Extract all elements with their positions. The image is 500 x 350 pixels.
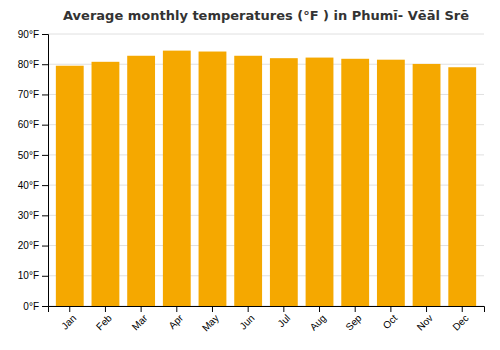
y-tick-label: 10°F [18,270,39,281]
x-axis-line [49,307,485,313]
y-tick-label: 60°F [18,119,39,130]
x-tick-mark [390,306,391,312]
x-tick: Nov [415,306,435,333]
y-tick: 0°F [23,301,48,312]
y-tick-label: 30°F [18,210,39,221]
bar [270,58,298,306]
x-tick: Aug [308,306,328,333]
y-tick-mark [42,34,48,35]
y-tick-label: 80°F [18,59,39,70]
x-tick-label: Jul [275,312,292,329]
y-tick: 90°F [18,29,48,40]
y-tick-label: 90°F [18,29,39,40]
x-tick-mark [248,306,249,312]
x-tick-label: Dec [450,312,470,332]
y-tick-label: 0°F [23,301,39,312]
plot-area: Jan Feb Mar Apr May Jun Jul Aug Sep Oct Nov Dec 0°F 1… [18,29,485,334]
x-tick: Sep [343,306,364,333]
x-tick: Jun [237,306,256,332]
bar [234,56,262,306]
x-tick-mark [105,306,106,312]
y-tick-label: 50°F [18,150,39,161]
y-tick: 40°F [18,180,48,191]
x-tick-label: Nov [415,312,435,332]
x-tick: Feb [94,306,114,332]
x-tick-label: Jan [59,312,78,331]
bars [56,51,476,306]
y-tick: 20°F [18,240,48,251]
y-tick-mark [42,64,48,65]
x-tick-mark [212,306,213,312]
bar [163,51,191,306]
x-tick-label: Apr [167,312,186,331]
bar [199,52,227,306]
title: Average monthly temperatures (°F ) in Ph… [63,8,469,23]
y-tick-label: 20°F [18,240,39,251]
y-tick: 60°F [18,119,48,130]
x-axis: Jan Feb Mar Apr May Jun Jul Aug Sep Oct Nov Dec [49,306,485,334]
x-tick-mark [462,306,463,312]
x-tick: Dec [450,306,470,333]
x-tick-label: Sep [343,312,364,333]
bar [127,56,155,306]
x-tick-mark [355,306,356,312]
y-axis-line [42,35,49,307]
x-tick: Mar [130,306,150,332]
bar [413,64,441,306]
y-tick: 50°F [18,150,48,161]
x-tick-label: May [200,312,221,333]
chart-svg: Jan Feb Mar Apr May Jun Jul Aug Sep Oct Nov Dec 0°F 1… [0,0,500,350]
y-tick-mark [42,94,48,95]
x-tick-label: Feb [94,312,114,332]
bar [306,58,334,306]
x-tick: May [200,306,221,334]
y-axis: 0°F 10°F 20°F 30°F 40°F 50°F 60°F 70°F 80°F 90°F [18,29,49,312]
y-tick-mark [42,125,48,126]
x-tick-label: Aug [308,312,328,332]
x-tick-mark [69,306,70,312]
y-tick-mark [42,306,48,307]
x-tick: Jan [59,306,78,332]
x-tick: Apr [167,306,186,331]
y-tick-label: 40°F [18,180,39,191]
y-tick-mark [42,215,48,216]
y-tick: 80°F [18,59,48,70]
x-tick-mark [283,306,284,312]
y-tick: 70°F [18,89,48,100]
grid [48,34,484,306]
x-tick-mark [141,306,142,312]
y-tick-mark [42,246,48,247]
bar [377,60,405,306]
y-tick: 30°F [18,210,48,221]
y-tick-label: 70°F [18,89,39,100]
x-tick-mark [319,306,320,312]
x-tick: Jul [275,306,292,329]
x-tick-label: Mar [130,312,150,332]
bar [341,59,369,306]
x-tick-mark [176,306,177,312]
x-tick-mark [426,306,427,312]
grid-line [48,34,484,35]
y-tick: 10°F [18,270,48,281]
y-tick-mark [42,155,48,156]
y-tick-mark [42,185,48,186]
bar [56,66,84,306]
chart-container: Jan Feb Mar Apr May Jun Jul Aug Sep Oct Nov Dec 0°F 1… [0,0,500,350]
x-tick-label: Jun [237,312,256,331]
bar [92,62,120,306]
bar [448,67,476,306]
y-tick-mark [42,276,48,277]
x-tick: Oct [381,306,400,331]
x-tick-label: Oct [381,312,400,331]
